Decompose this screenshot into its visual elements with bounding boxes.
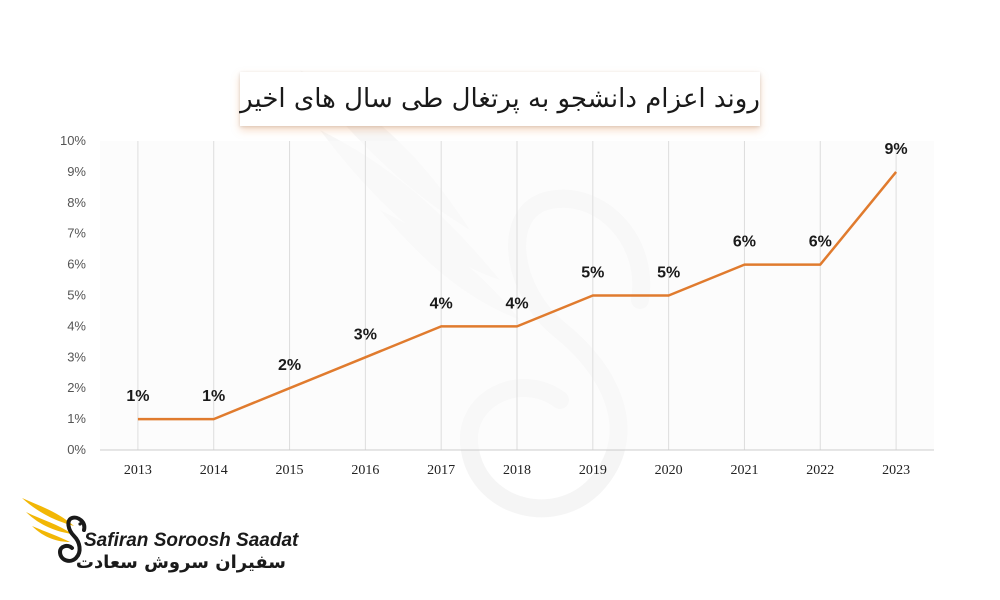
data-label: 1% — [126, 388, 149, 405]
brand-logo: Safiran Soroosh Saadat سفیران سروش سعادت — [20, 492, 300, 582]
x-tick-label: 2019 — [579, 463, 607, 478]
series-line — [137, 171, 898, 421]
x-tick-label: 2020 — [655, 463, 683, 478]
chart-title: روند اعزام دانشجو به پرتغال طی سال های ا… — [240, 84, 760, 114]
y-tick-label: 4% — [67, 318, 86, 333]
data-labels: 1% 1% 2% 3% 4% 4% 5% 5% 6% 6% 9% — [126, 141, 907, 405]
y-tick-label: 7% — [67, 226, 86, 241]
y-tick-label: 5% — [67, 288, 86, 303]
y-tick-label: 1% — [67, 411, 86, 426]
y-tick-label: 9% — [67, 164, 86, 179]
x-axis-ticks: 2013 2014 2015 2016 2017 2018 2019 2020 2021 2022… — [124, 463, 910, 478]
y-tick-label: 0% — [67, 442, 86, 457]
data-label: 2% — [278, 357, 301, 374]
data-label: 5% — [581, 265, 604, 282]
x-tick-label: 2022 — [806, 463, 834, 478]
x-tick-label: 2016 — [351, 463, 379, 478]
x-tick-label: 2023 — [882, 463, 910, 478]
y-axis-ticks: 0% 1% 2% 3% 4% 5% 6% 7% 8% 9% 10% — [60, 133, 86, 457]
x-tick-label: 2017 — [427, 463, 455, 478]
y-tick-label: 2% — [67, 380, 86, 395]
brand-name-persian: سفیران سروش سعادت — [75, 552, 286, 573]
brand-name-english: Safiran Soroosh Saadat — [84, 530, 299, 551]
data-label: 6% — [733, 234, 756, 251]
y-tick-label: 10% — [60, 133, 86, 148]
data-label: 3% — [354, 326, 377, 343]
winged-swan-logo-icon — [22, 498, 87, 563]
y-tick-label: 6% — [67, 257, 86, 272]
x-tick-label: 2015 — [276, 463, 304, 478]
y-tick-label: 3% — [67, 349, 86, 364]
data-label: 5% — [657, 265, 680, 282]
data-label: 4% — [505, 295, 528, 312]
x-tick-label: 2018 — [503, 463, 531, 478]
y-tick-label: 8% — [67, 195, 86, 210]
x-tick-label: 2021 — [730, 463, 758, 478]
data-label: 9% — [885, 141, 908, 158]
x-tick-label: 2014 — [200, 463, 228, 478]
data-label: 1% — [202, 388, 225, 405]
title-box: روند اعزام دانشجو به پرتغال طی سال های ا… — [240, 72, 760, 126]
data-label: 6% — [809, 234, 832, 251]
x-tick-label: 2013 — [124, 463, 152, 478]
data-label: 4% — [430, 295, 453, 312]
